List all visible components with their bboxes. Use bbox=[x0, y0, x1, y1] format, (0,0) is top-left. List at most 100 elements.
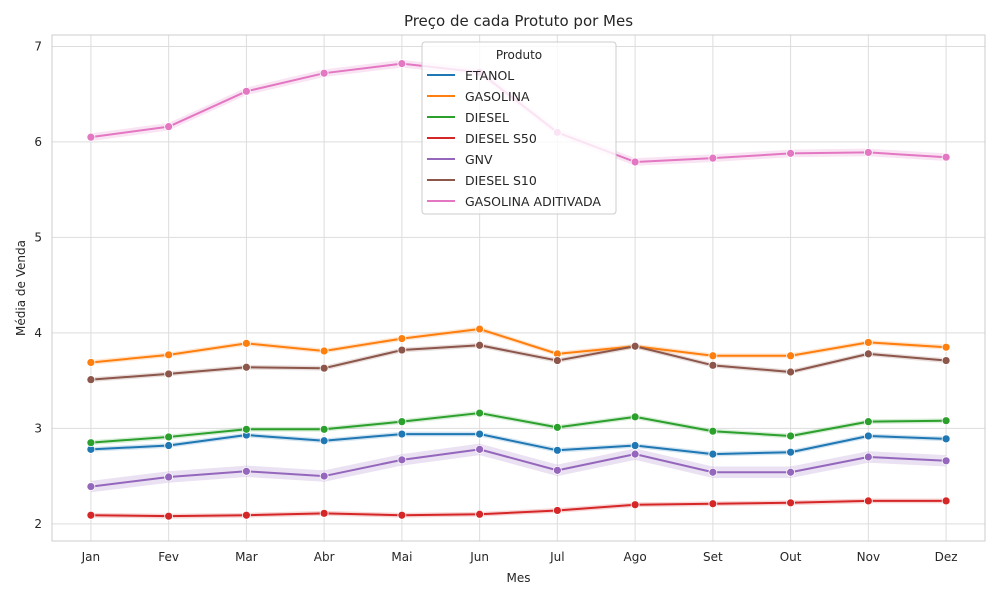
data-point bbox=[397, 345, 407, 355]
x-tick-label: Dez bbox=[935, 550, 958, 564]
data-point bbox=[708, 467, 718, 477]
data-point bbox=[241, 466, 251, 476]
data-point bbox=[552, 506, 562, 515]
data-point bbox=[708, 351, 718, 361]
confidence-band bbox=[90, 410, 947, 446]
data-point bbox=[708, 426, 718, 436]
data-point bbox=[319, 346, 329, 356]
y-tick-label: 6 bbox=[34, 135, 42, 149]
series-line bbox=[90, 412, 947, 444]
y-tick-label: 3 bbox=[34, 421, 42, 435]
data-point bbox=[630, 500, 640, 510]
chart-title: Preço de cada Protuto por Mes bbox=[404, 12, 633, 30]
series-line bbox=[90, 328, 947, 364]
data-point bbox=[941, 416, 951, 426]
data-point bbox=[786, 447, 796, 457]
data-point bbox=[319, 68, 329, 78]
data-point bbox=[319, 471, 329, 481]
data-point bbox=[708, 360, 718, 370]
legend-label: GASOLINA ADITIVADA bbox=[465, 194, 601, 209]
data-point bbox=[397, 455, 407, 465]
y-tick-labels: 2 3 4 5 6 7 bbox=[34, 39, 42, 530]
data-point bbox=[164, 350, 174, 360]
data-point bbox=[86, 482, 96, 491]
data-point bbox=[397, 510, 407, 520]
series-line bbox=[90, 448, 947, 488]
x-tick-label: Mai bbox=[391, 550, 412, 564]
series-line bbox=[90, 499, 947, 518]
y-tick-label: 4 bbox=[34, 326, 42, 340]
data-point bbox=[241, 424, 251, 434]
data-point bbox=[941, 434, 951, 444]
y-axis-label: Média de Venda bbox=[14, 240, 28, 336]
data-point bbox=[319, 508, 329, 518]
data-point bbox=[552, 445, 562, 455]
confidence-band bbox=[90, 443, 947, 493]
data-point bbox=[552, 422, 562, 432]
data-point bbox=[708, 153, 718, 163]
x-tick-label: Jun bbox=[469, 550, 489, 564]
data-point bbox=[86, 510, 96, 520]
data-point bbox=[86, 358, 96, 367]
data-point bbox=[708, 499, 718, 509]
data-point bbox=[475, 444, 485, 454]
data-point bbox=[319, 436, 329, 446]
data-point bbox=[863, 338, 873, 347]
data-point bbox=[941, 356, 951, 365]
legend-label: DIESEL S10 bbox=[465, 173, 537, 188]
data-point bbox=[941, 342, 951, 352]
confidence-band bbox=[90, 431, 947, 457]
data-point bbox=[786, 351, 796, 361]
data-point bbox=[86, 132, 96, 142]
data-point bbox=[475, 340, 485, 350]
legend-label: DIESEL S50 bbox=[465, 131, 537, 146]
data-point bbox=[630, 157, 640, 167]
data-point bbox=[475, 509, 485, 519]
legend-label: DIESEL bbox=[465, 110, 509, 125]
data-point bbox=[863, 452, 873, 462]
x-tick-label: Jul bbox=[549, 550, 564, 564]
data-point bbox=[164, 432, 174, 442]
series-markers bbox=[86, 59, 951, 521]
x-tick-label: Jan bbox=[81, 550, 101, 564]
legend-label: GNV bbox=[465, 152, 493, 167]
legend-items: ETANOL GASOLINA DIESEL DIESEL S50 GNV DIESEL … bbox=[427, 68, 601, 209]
y-tick-label: 5 bbox=[34, 230, 42, 244]
series-line bbox=[90, 433, 947, 456]
x-tick-labels: Jan Fev Mar Abr Mai Jun Jul Ago Set Out Nov Dez bbox=[81, 550, 958, 564]
legend-label: GASOLINA bbox=[465, 89, 530, 104]
plot-frame bbox=[51, 34, 986, 542]
data-point bbox=[319, 424, 329, 434]
data-point bbox=[941, 152, 951, 162]
x-tick-label: Ago bbox=[624, 550, 647, 564]
data-point bbox=[786, 148, 796, 158]
x-tick-label: Nov bbox=[857, 550, 880, 564]
x-tick-label: Set bbox=[703, 550, 723, 564]
data-point bbox=[475, 408, 485, 418]
data-point bbox=[475, 324, 485, 334]
data-point bbox=[164, 441, 174, 450]
data-point bbox=[319, 363, 329, 373]
x-tick-label: Abr bbox=[314, 550, 335, 564]
legend-label: ETANOL bbox=[465, 68, 514, 83]
data-point bbox=[863, 431, 873, 441]
data-point bbox=[86, 438, 96, 448]
data-point bbox=[863, 496, 873, 506]
data-point bbox=[941, 456, 951, 466]
data-point bbox=[708, 449, 718, 459]
x-axis-label: Mes bbox=[507, 571, 531, 585]
data-point bbox=[397, 59, 407, 69]
data-point bbox=[863, 417, 873, 427]
data-point bbox=[164, 511, 174, 521]
data-point bbox=[164, 472, 174, 482]
data-point bbox=[552, 356, 562, 365]
data-point bbox=[630, 449, 640, 459]
y-tick-label: 7 bbox=[34, 39, 42, 53]
data-point bbox=[397, 429, 407, 439]
data-point bbox=[630, 412, 640, 422]
x-tick-label: Mar bbox=[235, 550, 258, 564]
series-line bbox=[90, 344, 947, 381]
data-point bbox=[164, 122, 174, 132]
legend: Produto ETANOL GASOLINA DIESEL DIESEL S50 GN… bbox=[421, 41, 617, 215]
data-point bbox=[475, 429, 485, 439]
